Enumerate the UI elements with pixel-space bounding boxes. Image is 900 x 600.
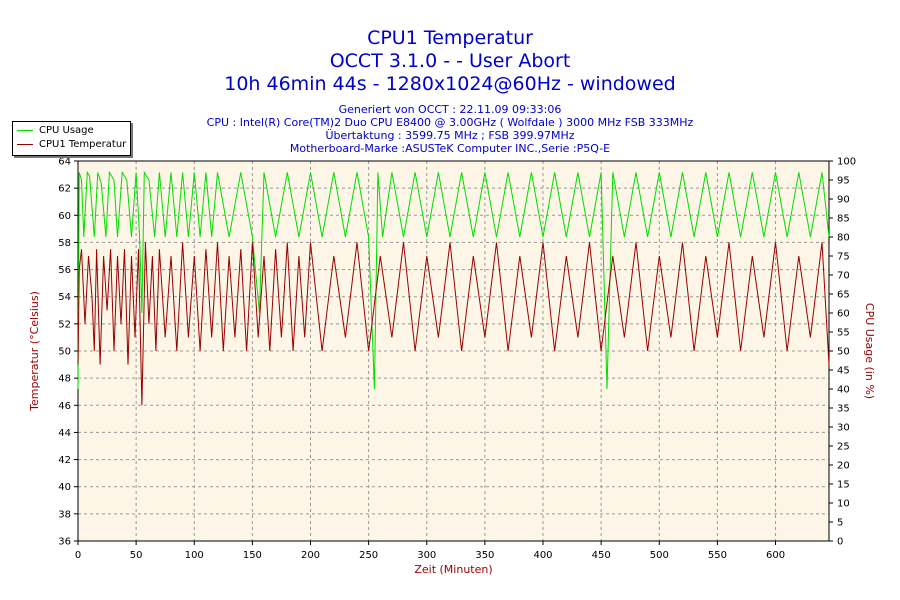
x-tick-label: 50 xyxy=(130,550,143,561)
y2-tick-label: 70 xyxy=(837,271,850,282)
y2-tick-label: 10 xyxy=(837,499,850,510)
legend-swatch-usage xyxy=(17,129,33,131)
x-tick-label: 450 xyxy=(592,550,611,561)
y-tick-label: 46 xyxy=(58,401,71,412)
y2-tick-label: 20 xyxy=(837,461,850,472)
series-line-cpu-usage xyxy=(77,170,830,390)
chart-subtitle-duration: 10h 46min 44s - 1280x1024@60Hz - windowe… xyxy=(224,73,676,95)
y2-tick-label: 65 xyxy=(837,290,850,301)
y-tick-label: 58 xyxy=(58,238,71,249)
y2-tick-label: 95 xyxy=(837,176,850,187)
y2-tick-label: 55 xyxy=(837,328,850,339)
y2-tick-label: 90 xyxy=(837,195,850,206)
y2-tick-label: 30 xyxy=(837,423,850,434)
y-tick-label: 62 xyxy=(58,184,71,195)
y2-tick-label: 0 xyxy=(837,537,843,548)
y2-axis-label: CPU Usage (in %) xyxy=(863,303,876,399)
x-tick-label: 250 xyxy=(359,550,378,561)
x-axis-label: Zeit (Minuten) xyxy=(414,563,492,576)
legend: CPU Usage CPU1 Temperatur xyxy=(12,121,131,156)
chart-title: CPU1 Temperatur xyxy=(367,27,533,49)
x-tick-label: 600 xyxy=(766,550,785,561)
y-tick-label: 36 xyxy=(58,537,71,548)
y2-tick-label: 75 xyxy=(837,252,850,263)
y-tick-label: 38 xyxy=(58,509,71,520)
y-tick-label: 56 xyxy=(58,265,71,276)
legend-label-usage: CPU Usage xyxy=(39,125,94,136)
x-tick-label: 300 xyxy=(417,550,436,561)
y2-tick-label: 100 xyxy=(837,157,856,168)
y2-tick-label: 45 xyxy=(837,366,850,377)
x-tick-label: 350 xyxy=(475,550,494,561)
info-cpu: CPU : Intel(R) Core(TM)2 Duo CPU E8400 @… xyxy=(206,116,694,129)
y2-tick-label: 15 xyxy=(837,480,850,491)
legend-item-usage: CPU Usage xyxy=(17,124,94,137)
y2-tick-label: 85 xyxy=(837,214,850,225)
x-tick-label: 150 xyxy=(243,550,262,561)
info-overclock: Übertaktung : 3599.75 MHz ; FSB 399.97MH… xyxy=(325,129,575,142)
y2-tick-label: 80 xyxy=(837,233,850,244)
legend-swatch-temperature xyxy=(17,143,33,145)
x-tick-label: 550 xyxy=(708,550,727,561)
y2-tick-label: 60 xyxy=(837,309,850,320)
y-tick-label: 48 xyxy=(58,374,71,385)
y2-tick-label: 35 xyxy=(837,404,850,415)
y-tick-label: 60 xyxy=(58,211,71,222)
y2-tick-label: 5 xyxy=(837,518,843,529)
info-motherboard: Motherboard-Marke :ASUSTeK Computer INC.… xyxy=(289,142,611,155)
info-generated: Generiert von OCCT : 22.11.09 09:33:06 xyxy=(338,103,562,116)
y2-tick-label: 25 xyxy=(837,442,850,453)
y2-tick-label: 40 xyxy=(837,385,850,396)
x-tick-label: 400 xyxy=(533,550,552,561)
series-line-cpu-temperature xyxy=(77,242,830,406)
legend-item-temperature: CPU1 Temperatur xyxy=(17,138,126,151)
chart-subtitle-app: OCCT 3.1.0 - - User Abort xyxy=(329,50,571,72)
y-tick-label: 40 xyxy=(58,482,71,493)
y-tick-label: 44 xyxy=(58,428,71,439)
y-tick-label: 42 xyxy=(58,455,71,466)
y-tick-label: 52 xyxy=(58,319,71,330)
legend-label-temperature: CPU1 Temperatur xyxy=(39,139,127,150)
y-tick-label: 54 xyxy=(58,292,71,303)
x-tick-label: 100 xyxy=(185,550,204,561)
x-tick-label: 0 xyxy=(75,550,81,561)
x-tick-label: 500 xyxy=(650,550,669,561)
y-tick-label: 50 xyxy=(58,347,71,358)
y-tick-label: 64 xyxy=(58,157,71,168)
y2-tick-label: 50 xyxy=(837,347,850,358)
y-axis-label: Temperatur (°Celsius) xyxy=(28,291,41,412)
x-tick-label: 200 xyxy=(301,550,320,561)
